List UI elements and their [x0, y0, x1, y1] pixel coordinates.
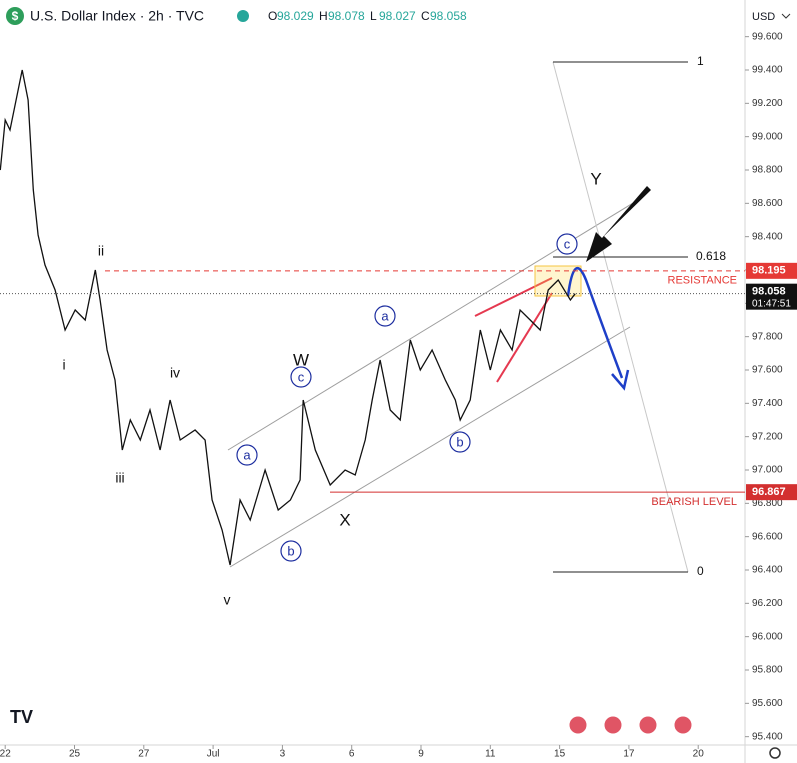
level-label: RESISTANCE — [668, 275, 737, 287]
price-line — [0, 69, 576, 566]
currency-caret — [781, 13, 791, 19]
level-label: BEARISH LEVEL — [651, 496, 737, 508]
currency: USD — [752, 11, 775, 23]
ohlc-letter: O — [268, 9, 277, 23]
countdown: 01:47:51 — [752, 298, 791, 309]
y-tick-label: 97.800 — [752, 331, 783, 342]
ohlc-value: 98.058 — [430, 9, 467, 23]
wave-label: iii — [115, 470, 124, 486]
y-tick-label: 95.400 — [752, 731, 783, 742]
event-icon[interactable] — [603, 715, 623, 735]
y-tick-label: 97.600 — [752, 365, 783, 376]
circled-label: a — [243, 447, 251, 462]
event-icon[interactable] — [568, 715, 588, 735]
ohlc-group: O 98.029 H 98.078 L 98.027 C 98.058 — [268, 9, 467, 23]
event-icon[interactable] — [673, 715, 693, 735]
ohlc-value: 98.027 — [379, 9, 416, 23]
x-tick-label: 25 — [69, 749, 81, 760]
y-tick-label: 95.600 — [752, 698, 783, 709]
ohlc-value: 98.029 — [277, 9, 314, 23]
wave-circle — [556, 233, 578, 255]
projection-arrow — [566, 266, 624, 379]
channel-lower — [229, 326, 631, 568]
y-tick-label: 96.600 — [752, 531, 783, 542]
circled-label: b — [456, 434, 463, 449]
y-tick-label: 97.200 — [752, 431, 783, 442]
ohlc-letter: L — [370, 9, 377, 23]
y-tick-label: 96.800 — [752, 498, 783, 509]
y-tick-label: 99.400 — [752, 65, 783, 76]
x-tick-label: 6 — [349, 749, 355, 760]
y-tick-label: 99.600 — [752, 31, 783, 42]
circled-label: b — [287, 543, 294, 558]
wave-circle — [374, 305, 396, 327]
market-status — [237, 10, 249, 22]
chart-title: U.S. Dollar Index · 2h · TVC — [30, 8, 204, 24]
y-tick-label: 96.400 — [752, 565, 783, 576]
x-tick-label: 17 — [623, 749, 635, 760]
x-tick-label: 15 — [554, 749, 566, 760]
y-tick-label: 97.400 — [752, 398, 783, 409]
wave-label: X — [339, 510, 350, 529]
y-tick-label: 98.600 — [752, 198, 783, 209]
y-tick-label: 98.800 — [752, 165, 783, 176]
price-tag-label: 96.867 — [752, 486, 786, 498]
x-tick-label: 20 — [693, 749, 705, 760]
ohlc-letter: C — [421, 9, 430, 23]
y-tick-label: 96.200 — [752, 598, 783, 609]
x-tick-label: 3 — [280, 749, 286, 760]
last-price-tag — [746, 283, 797, 310]
tv-logo: TV — [10, 707, 33, 727]
x-tick-label: 11 — [485, 749, 496, 760]
y-tick-label: 95.800 — [752, 665, 783, 676]
projection-arrowhead — [611, 369, 630, 391]
event-icon[interactable] — [638, 715, 658, 735]
settings-icon[interactable] — [769, 747, 781, 759]
fib-trendline — [552, 61, 689, 573]
fib-label: 1 — [697, 54, 704, 68]
y-tick-label: 99.200 — [752, 98, 783, 109]
wave-label: ii — [98, 243, 104, 259]
triangle-line — [496, 292, 553, 383]
price-tag-label: 98.195 — [752, 265, 786, 277]
circled-label: c — [564, 236, 571, 251]
y-tick-label: 97.000 — [752, 465, 783, 476]
fib-label: 0.618 — [696, 249, 726, 263]
plot-area — [4, 36, 749, 749]
wave-label: v — [224, 592, 231, 608]
x-tick-label: Jul — [207, 749, 220, 760]
fib-label: 0 — [697, 564, 704, 578]
y-tick-label: 99.000 — [752, 131, 783, 142]
price-tag — [746, 262, 797, 279]
x-tick-label: 22 — [0, 749, 11, 760]
pointer-arrow — [586, 186, 651, 262]
price-tag — [746, 484, 797, 501]
x-tick-label: 27 — [138, 749, 150, 760]
ohlc-letter: H — [319, 9, 328, 23]
wave-label: iv — [170, 365, 180, 381]
symbol-icon-glyph: $ — [12, 9, 19, 23]
last-price-label: 98.058 — [752, 286, 786, 298]
y-tick-label: 98.400 — [752, 231, 783, 242]
event-icons — [568, 715, 693, 735]
wave-label: Y — [590, 169, 601, 188]
symbol-icon — [6, 7, 24, 25]
wave-circle — [236, 444, 258, 466]
wave-circle — [290, 366, 312, 388]
ohlc-value: 98.078 — [328, 9, 365, 23]
wave-label: W — [293, 350, 309, 369]
y-tick-label: 96.000 — [752, 631, 783, 642]
wave-circle — [280, 540, 302, 562]
wave-circle — [449, 431, 471, 453]
triangle-line — [474, 277, 553, 317]
x-tick-label: 9 — [418, 749, 424, 760]
circled-label: a — [381, 308, 389, 323]
wave-label: i — [62, 357, 65, 373]
circled-label: c — [298, 369, 305, 384]
